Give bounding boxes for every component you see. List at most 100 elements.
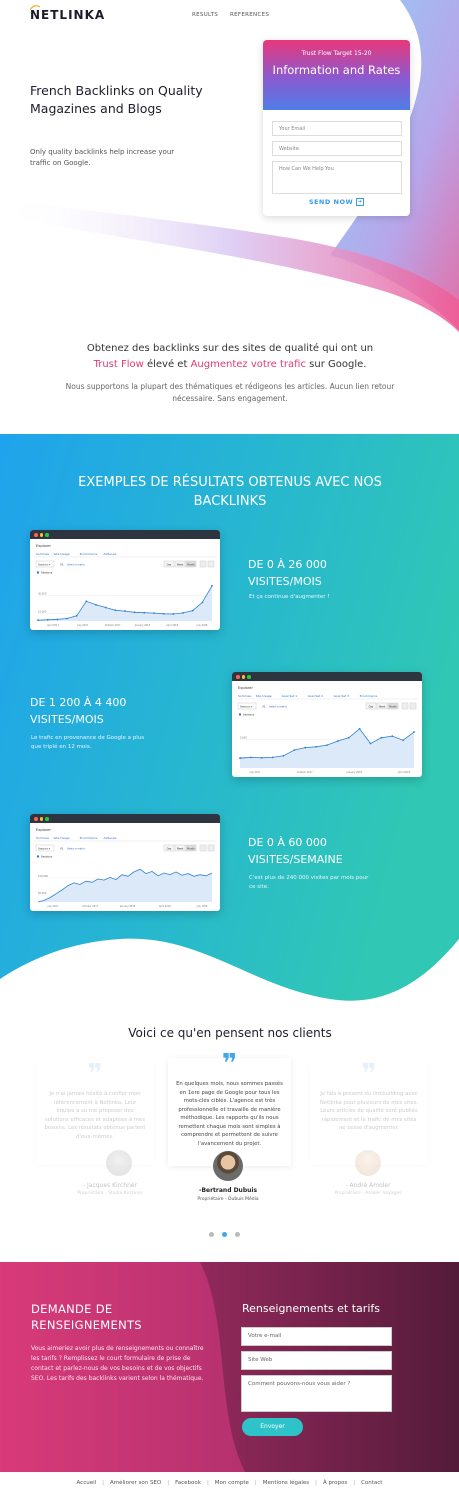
period-button [174, 560, 186, 568]
contact-website-input[interactable]: Site Web [241, 1351, 392, 1370]
pager-dot-active[interactable] [222, 1232, 227, 1237]
data-point [172, 613, 175, 615]
x-tick-label: January 2018 [134, 624, 151, 627]
data-point [85, 600, 88, 603]
chart-tab: Ecommerce [360, 694, 378, 698]
period-button [185, 560, 197, 568]
email-input[interactable]: Your Email [272, 121, 402, 136]
footer-nav: Accueil | Améliorer son SEO | Facebook | Mon c… [0, 1480, 459, 1486]
testimonial-3-role: Propriétaire - Amoler Voyages [334, 1191, 402, 1196]
metric-select [35, 560, 55, 568]
quote-icon: ❞ [361, 1059, 377, 1089]
chart-tab: Sommes [36, 836, 49, 840]
website-input[interactable]: Website [272, 141, 402, 156]
vs-label: VS. [60, 563, 64, 566]
analytics-screenshot-3: Explorer Sommes Site Usage Ecommerce AdSense… [30, 814, 220, 911]
data-point [239, 757, 241, 760]
result-2-headline: DE 1 200 À 4 400 VISITES/MOIS [30, 696, 127, 726]
y-tick-label: 50,000 [38, 892, 47, 895]
y-tick-label: 5,000 [240, 736, 247, 739]
contact-title: DEMANDE DE RENSEIGNEMENTS [31, 1302, 142, 1332]
x-tick-label: July 2018 [196, 624, 208, 627]
data-point [201, 601, 204, 604]
data-point [95, 603, 97, 606]
message-textarea[interactable]: How Can We Help You [272, 161, 402, 194]
period-button [387, 702, 399, 710]
period-button-label: Week [177, 847, 184, 850]
data-point [182, 612, 184, 614]
explorer-label: Explorer [36, 828, 51, 832]
hero-title: French Backlinks on Quality Magazines an… [30, 83, 203, 116]
submit-button[interactable]: Envoyer [242, 1418, 303, 1436]
y-tick-label: 30,000 [38, 592, 47, 595]
chart-type-icon [401, 702, 409, 710]
analytics-chart: Explorer Sommes Site Usage Ecommerce AdSense… [34, 544, 216, 627]
chart-tab: Goal Set 1 [282, 694, 298, 698]
period-button [163, 844, 175, 852]
metric-select-label: Sessions ▾ [240, 705, 253, 708]
testimonial-2-name: -Bertrand Dubuis [198, 1187, 258, 1194]
chart-options-icon [207, 844, 215, 852]
x-tick-label: April 2018 [159, 905, 171, 908]
period-button [174, 844, 186, 852]
send-now-button[interactable]: SEND NOW ➔ [263, 198, 410, 206]
series-area [38, 869, 212, 902]
data-point [249, 756, 252, 759]
intro-paragraph: Nous supportons la plupart des thématiqu… [65, 382, 395, 403]
testimonial-card-2[interactable]: ❞ En quelques mois, nous sommes passés e… [168, 1051, 291, 1166]
window-control-icon [34, 533, 38, 537]
legend-label: Sessions [41, 855, 53, 859]
select-metric-link: Select a metric [269, 705, 288, 708]
period-button-label: Week [379, 705, 386, 708]
x-tick-label: October 2017 [297, 771, 313, 774]
chart-tab: AdSense [104, 552, 117, 556]
intro-line1: Obtenez des backlinks sur des sites de q… [86, 343, 374, 354]
testimonial-card-1[interactable]: ❞ Je n'ai jamais hésité à confier mon ré… [36, 1060, 154, 1165]
select-metric-link: Select a metric [67, 847, 86, 850]
pager-dot[interactable] [235, 1232, 240, 1237]
footer-link[interactable]: Améliorer son SEO [110, 1480, 162, 1486]
chart-tab: Site Usage [256, 694, 272, 698]
window-titlebar [30, 814, 220, 823]
hero-subtitle: Only quality backlinks help increase you… [30, 148, 175, 167]
data-point [293, 749, 296, 751]
data-point [114, 609, 117, 612]
intro-highlight-trustflow: Trust Flow [93, 359, 144, 370]
logo[interactable]: NETLINKA [30, 8, 106, 22]
footer-link[interactable]: Accueil [76, 1480, 97, 1486]
intro-line2-b: élevé et [143, 359, 191, 370]
y-tick-label: 15,000 [38, 611, 47, 614]
data-point [37, 619, 39, 622]
x-tick-label: January 2018 [119, 905, 136, 908]
data-point [402, 739, 405, 742]
period-button [163, 560, 175, 568]
data-point [304, 746, 307, 749]
nav-references[interactable]: REFERENCES [230, 12, 270, 18]
testimonial-card-3[interactable]: ❞ Je fais à présent du linkbuilding avec… [310, 1060, 428, 1165]
x-tick-label: July 2017 [249, 771, 261, 774]
footer-link[interactable]: Mon compte [214, 1480, 249, 1486]
contact-message-textarea[interactable]: Comment pouvons-nous vous aider ? [241, 1375, 392, 1412]
testimonial-1-name: - Jacques Kirchner [82, 1182, 138, 1189]
window-control-icon [39, 533, 43, 537]
data-point [369, 742, 372, 745]
footer-link[interactable]: Contact [361, 1480, 383, 1486]
result-3-headline: DE 0 À 60 000 VISITES/SEMAINE [248, 836, 343, 866]
nav-results[interactable]: RESULTS [192, 12, 219, 18]
data-point [326, 744, 328, 747]
footer-link[interactable]: Facebook [175, 1480, 201, 1486]
data-point [124, 610, 126, 612]
pager-dot[interactable] [209, 1232, 214, 1237]
footer-link[interactable]: À propos [322, 1480, 348, 1486]
arrow-right-icon: ➔ [356, 198, 365, 206]
footer-link[interactable]: Mentions légales [262, 1480, 310, 1486]
analytics-screenshot-2: Explorer Sommes Site Usage Goal Set 1 Goal S… [232, 672, 422, 777]
x-tick-label: April 2017 [47, 624, 59, 627]
footer-separator: | [353, 1480, 356, 1486]
quote-form-title: Information and Rates [272, 63, 401, 77]
data-point [75, 614, 78, 617]
chart-options-icon [409, 702, 417, 710]
chart-tab: Sommes [238, 694, 251, 698]
period-button-label: Day [369, 705, 374, 708]
contact-email-input[interactable]: Votre e-mail [241, 1327, 392, 1346]
